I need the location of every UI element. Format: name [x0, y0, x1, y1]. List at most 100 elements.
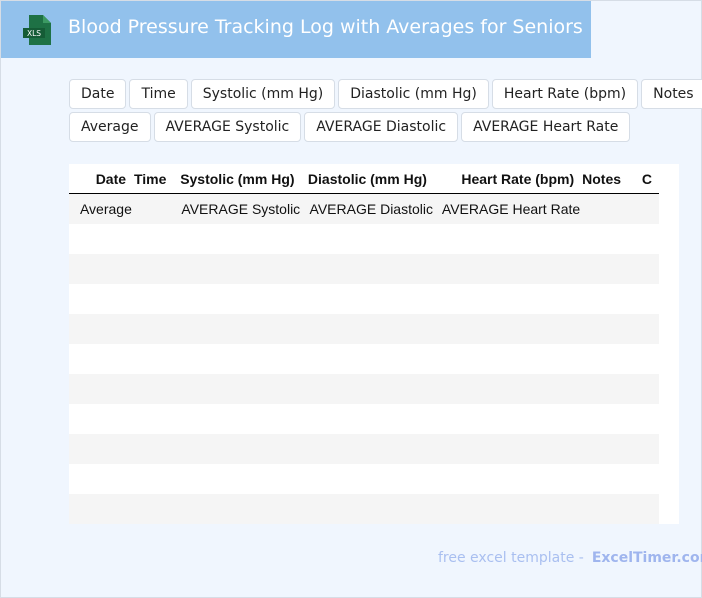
table-cell	[173, 224, 301, 254]
table-row: 8	[69, 434, 659, 464]
table-cell	[72, 404, 133, 434]
table-cell	[133, 374, 174, 404]
table-cell	[173, 374, 302, 404]
chip-button[interactable]: Time	[129, 79, 188, 109]
table-cell	[628, 434, 659, 464]
table-cell	[133, 464, 173, 494]
table-cell	[628, 254, 659, 284]
chip-button[interactable]: Date	[69, 79, 127, 109]
table-cell	[581, 193, 629, 224]
row-index: 0	[69, 193, 72, 224]
table-row: 10	[69, 494, 659, 524]
table-cell	[433, 434, 582, 464]
table-row: 6	[69, 374, 659, 404]
table-cell	[628, 404, 659, 434]
table-cell	[302, 224, 434, 254]
table-cell	[628, 344, 659, 374]
table-cell	[434, 404, 581, 434]
table-cell	[628, 284, 659, 314]
table-cell	[581, 434, 629, 464]
page-title: Blood Pressure Tracking Log with Average…	[68, 16, 583, 38]
table-cell	[71, 494, 134, 524]
table-cell: Average	[71, 193, 134, 224]
table-cell	[301, 494, 434, 524]
log-table: Date Time Systolic (mm Hg) Diastolic (mm Hg…	[69, 164, 659, 524]
table-header-row: Date Time Systolic (mm Hg) Diastolic (mm Hg…	[69, 164, 659, 194]
table-cell	[628, 494, 659, 524]
chip-button[interactable]: Systolic (mm Hg)	[190, 79, 336, 109]
column-header: Systolic (mm Hg)	[173, 164, 302, 194]
title-banner: XLS Blood Pressure Tracking Log with Ave…	[1, 1, 591, 58]
chip-button[interactable]: AVERAGE Diastolic	[304, 112, 459, 142]
table-row: 3	[69, 284, 659, 314]
table-cell	[581, 404, 628, 434]
table-cell	[302, 464, 434, 494]
xls-file-icon: XLS	[23, 15, 51, 45]
chip-button[interactable]: AVERAGE Heart Rate	[461, 112, 631, 142]
row-index: 8	[69, 434, 72, 464]
table-cell	[434, 284, 581, 314]
chip-button[interactable]: Average	[69, 112, 151, 142]
table-row: 4	[69, 314, 659, 344]
table-cell	[173, 314, 302, 344]
table-cell	[133, 434, 174, 464]
table-cell	[581, 344, 628, 374]
table-cell	[433, 254, 582, 284]
table-cell	[434, 224, 581, 254]
table-cell	[71, 254, 134, 284]
table-cell	[628, 193, 659, 224]
table-cell	[628, 374, 659, 404]
footer-text: free excel template -	[438, 550, 584, 566]
table-cell	[301, 254, 434, 284]
chip-button[interactable]: AVERAGE Systolic	[153, 112, 302, 142]
chip-row-headers: Date Time Systolic (mm Hg) Diastolic (mm Hg…	[69, 79, 702, 109]
table-cell	[133, 344, 173, 374]
table-cell	[72, 344, 133, 374]
column-header: Heart Rate (bpm)	[433, 164, 582, 194]
table-cell	[433, 494, 582, 524]
table-cell	[581, 464, 628, 494]
table-cell	[71, 434, 134, 464]
table-cell	[302, 404, 434, 434]
table-row: 7	[69, 404, 659, 434]
table-cell	[71, 374, 134, 404]
table-cell	[581, 284, 628, 314]
row-index: 10	[69, 494, 72, 524]
brand-link[interactable]: ExcelTimer.com	[591, 550, 702, 566]
table-cell	[133, 224, 173, 254]
table-cell	[433, 374, 582, 404]
table-cell: AVERAGE Systolic	[173, 193, 302, 224]
table-cell	[72, 464, 133, 494]
table-cell	[628, 464, 659, 494]
svg-text:XLS: XLS	[27, 29, 41, 38]
table-cell	[434, 344, 581, 374]
table-cell	[133, 314, 174, 344]
table-cell	[301, 314, 434, 344]
table-cell	[301, 374, 434, 404]
column-header: Time	[133, 164, 174, 194]
column-header: C	[628, 164, 659, 194]
row-index: 2	[69, 254, 72, 284]
table-cell	[173, 404, 301, 434]
table-cell	[133, 284, 173, 314]
table-cell	[433, 314, 582, 344]
table-cell	[173, 434, 302, 464]
table-cell	[133, 254, 174, 284]
chip-button[interactable]: Notes	[641, 79, 702, 109]
table-cell	[173, 344, 301, 374]
table-row: 5	[69, 344, 659, 374]
table-row: 9	[69, 464, 659, 494]
table-cell: AVERAGE Heart Rate	[433, 193, 582, 224]
chip-button[interactable]: Heart Rate (bpm)	[491, 79, 639, 109]
table-cell	[434, 464, 581, 494]
column-chips: Date Time Systolic (mm Hg) Diastolic (mm Hg…	[69, 79, 702, 145]
log-table-scroll[interactable]: Date Time Systolic (mm Hg) Diastolic (mm Hg…	[69, 164, 679, 524]
table-cell	[581, 224, 628, 254]
chip-button[interactable]: Diastolic (mm Hg)	[338, 79, 489, 109]
table-cell	[133, 193, 174, 224]
table-cell	[581, 494, 629, 524]
table-cell	[71, 314, 134, 344]
row-index: 4	[69, 314, 72, 344]
table-cell	[133, 494, 174, 524]
